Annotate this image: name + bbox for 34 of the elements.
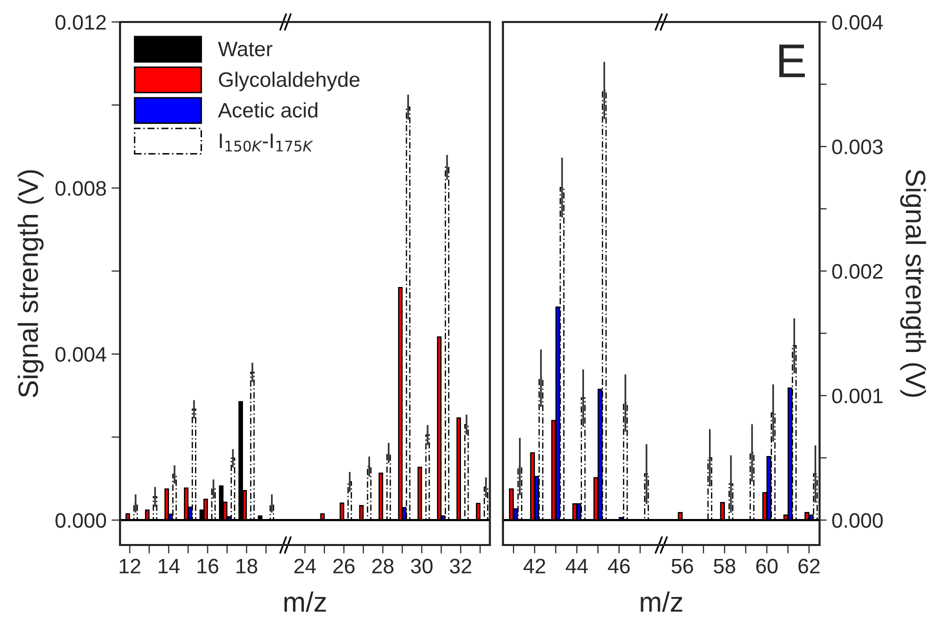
- y2-tick-label: 0.003: [832, 140, 883, 154]
- y2-axis-title: Signal strength (V): [900, 170, 926, 397]
- x-tick-label: 58: [714, 558, 736, 574]
- y2-tick-label: 0.002: [832, 264, 882, 279]
- y-tick-label: 0.004: [56, 347, 106, 362]
- x-tick-label: 28: [372, 558, 394, 574]
- legend-label: Acetic acid: [218, 102, 318, 118]
- x-tick-label: 32: [450, 558, 472, 574]
- legend-label: Water: [218, 42, 272, 56]
- y-tick-label: 0.000: [56, 513, 106, 528]
- x-tick-label: 46: [608, 558, 630, 574]
- x-tick-label: 56: [672, 558, 694, 574]
- y-tick-label: 0.012: [56, 14, 106, 30]
- y2-tick-label: 0.004: [832, 14, 883, 30]
- x-tick-label: 42: [524, 558, 546, 574]
- x-axis-title: m/z: [640, 592, 682, 612]
- x-tick-label: 44: [566, 558, 588, 574]
- legend-label: I$_{150K}$-I$_{175K}$: [220, 134, 314, 152]
- x-tick-label: 30: [410, 558, 433, 574]
- x-tick-label: 24: [294, 558, 316, 574]
- x-tick-label: 18: [236, 558, 258, 574]
- y-axis-title: Signal strength (V): [18, 170, 44, 398]
- x-tick-label: 60: [756, 558, 778, 574]
- x-axis-title: m/z: [284, 592, 326, 612]
- y-tick-label: 0.008: [56, 181, 106, 196]
- x-tick-label: 26: [333, 558, 355, 574]
- x-tick-label: 16: [198, 558, 218, 574]
- x-tick-label: 12: [120, 558, 140, 574]
- x-tick-label: 14: [158, 558, 180, 574]
- legend-label: Glycolaldehyde: [218, 72, 360, 92]
- y2-tick-label: 0.000: [832, 513, 883, 528]
- y2-tick-label: 0.001: [832, 388, 883, 404]
- x-tick-label: 62: [798, 558, 820, 574]
- annotation: E: [779, 44, 805, 78]
